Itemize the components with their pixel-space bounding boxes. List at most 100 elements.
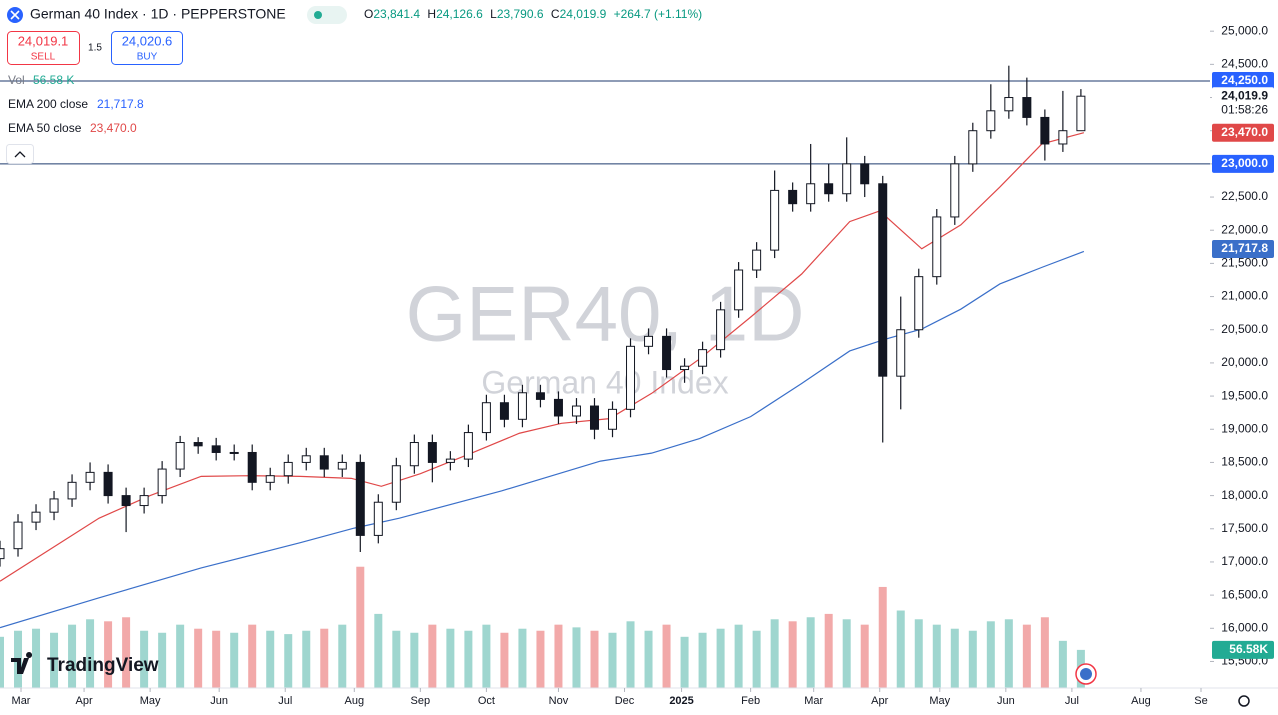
x-tick-label: Mar	[12, 695, 31, 707]
status-dot	[314, 11, 322, 19]
status-pill[interactable]	[307, 6, 347, 24]
x-tick-label: Oct	[478, 695, 495, 707]
x-tick-label: Jun	[997, 695, 1015, 707]
buy-button[interactable]	[111, 31, 183, 65]
candle-body	[1076, 95, 1086, 132]
y-tick-label: 17,500.0	[1221, 521, 1268, 535]
candle-body	[139, 495, 149, 507]
price-label: 24,250.0	[1221, 73, 1268, 87]
candle-body	[265, 475, 275, 483]
volume-bar	[86, 619, 95, 688]
candle-body	[950, 163, 960, 218]
ohlc-value: 23,790.6	[497, 7, 544, 21]
volume-bar	[32, 628, 41, 688]
y-tick-label: 22,500.0	[1221, 189, 1268, 203]
ema-line	[0, 250, 1085, 629]
candle-body	[229, 451, 239, 454]
price-label-box	[1212, 154, 1274, 173]
candle-body	[211, 445, 221, 453]
candle-body	[481, 402, 491, 434]
volume-bar	[608, 632, 617, 688]
candle-body	[427, 442, 437, 463]
candle-body	[391, 465, 401, 503]
volume-bar	[644, 630, 653, 688]
volume-bar	[0, 636, 4, 688]
watermark-title: GER40, 1D	[406, 270, 805, 358]
y-tick-label: 18,000.0	[1221, 488, 1268, 502]
candle-body	[571, 405, 581, 417]
volume-bar	[896, 610, 905, 688]
x-tick-label: Jul	[1065, 695, 1079, 707]
volume-bar	[554, 624, 563, 688]
volume-bar	[518, 628, 527, 688]
candle-body	[734, 269, 744, 311]
volume-bar	[230, 632, 239, 688]
volume-bar	[968, 630, 977, 688]
x-tick-label: Apr	[76, 695, 93, 707]
candle-body	[716, 309, 726, 351]
candle-body	[788, 189, 798, 205]
volume-bar	[788, 621, 797, 688]
volume-bar	[950, 628, 959, 688]
volume-bar	[320, 628, 329, 688]
candle-body	[67, 481, 77, 500]
volume-bar	[374, 613, 383, 688]
candle-body	[193, 442, 203, 447]
x-tick-label: Sep	[411, 695, 431, 707]
candle-body	[247, 451, 257, 483]
ohlc-value: 24,126.6	[436, 7, 483, 21]
candle-body	[1004, 97, 1014, 112]
buy-price: 24,020.6	[122, 33, 173, 48]
candle-body	[806, 183, 816, 205]
volume-bar	[878, 586, 887, 688]
candle-body	[1040, 116, 1050, 145]
volume-bar	[212, 630, 221, 688]
volume-bar	[122, 617, 131, 688]
y-tick-label: 19,000.0	[1221, 421, 1268, 435]
candle-body	[0, 548, 5, 560]
sell-button[interactable]	[7, 31, 80, 65]
volume-bar	[302, 630, 311, 688]
y-tick-label: 25,000.0	[1221, 23, 1268, 37]
volume-bar	[770, 619, 779, 688]
x-tick-label: May	[929, 695, 950, 707]
volume-bar	[986, 621, 995, 688]
price-label: 23,470.0	[1221, 125, 1268, 139]
settings-icon[interactable]	[1238, 695, 1250, 707]
volume-bar	[248, 624, 257, 688]
event-icon-inner	[1080, 668, 1092, 680]
x-tick-label: Jun	[210, 695, 228, 707]
x-tick-label: Se	[1194, 695, 1207, 707]
volume-bar	[194, 628, 203, 688]
candle-body	[860, 163, 870, 185]
change: +264.7 (+1.11%)	[614, 7, 703, 21]
y-tick-label: 20,500.0	[1221, 322, 1268, 336]
volume-bar	[932, 624, 941, 688]
price-label: 21,717.8	[1221, 241, 1268, 255]
candle-body	[770, 189, 780, 251]
y-tick-label: 19,500.0	[1221, 388, 1268, 402]
collapse-button[interactable]	[6, 144, 34, 164]
volume-bar	[1040, 617, 1049, 688]
volume-bar	[842, 619, 851, 688]
volume-bar	[824, 613, 833, 688]
volume-bar	[356, 566, 365, 688]
ohlc-key: H	[427, 7, 436, 21]
volume-label: 56.58K	[1229, 642, 1268, 656]
ohlc-key: L	[490, 7, 497, 21]
ema200-value: 21,717.8	[97, 97, 144, 111]
x-tick-label: Aug	[345, 695, 365, 707]
axes: 15,500.016,000.016,500.017,000.017,500.0…	[12, 23, 1274, 707]
x-tick-label: Apr	[871, 695, 888, 707]
spread: 1.5	[88, 43, 102, 54]
volume-bar	[680, 636, 689, 688]
ohlc-key: C	[551, 7, 560, 21]
candle-body	[608, 408, 618, 430]
candle-body	[319, 455, 329, 470]
candle-body	[553, 398, 563, 417]
candle-body	[157, 468, 167, 497]
candle-body	[1022, 97, 1032, 118]
volume-bar	[500, 632, 509, 688]
candle-body	[662, 335, 672, 371]
